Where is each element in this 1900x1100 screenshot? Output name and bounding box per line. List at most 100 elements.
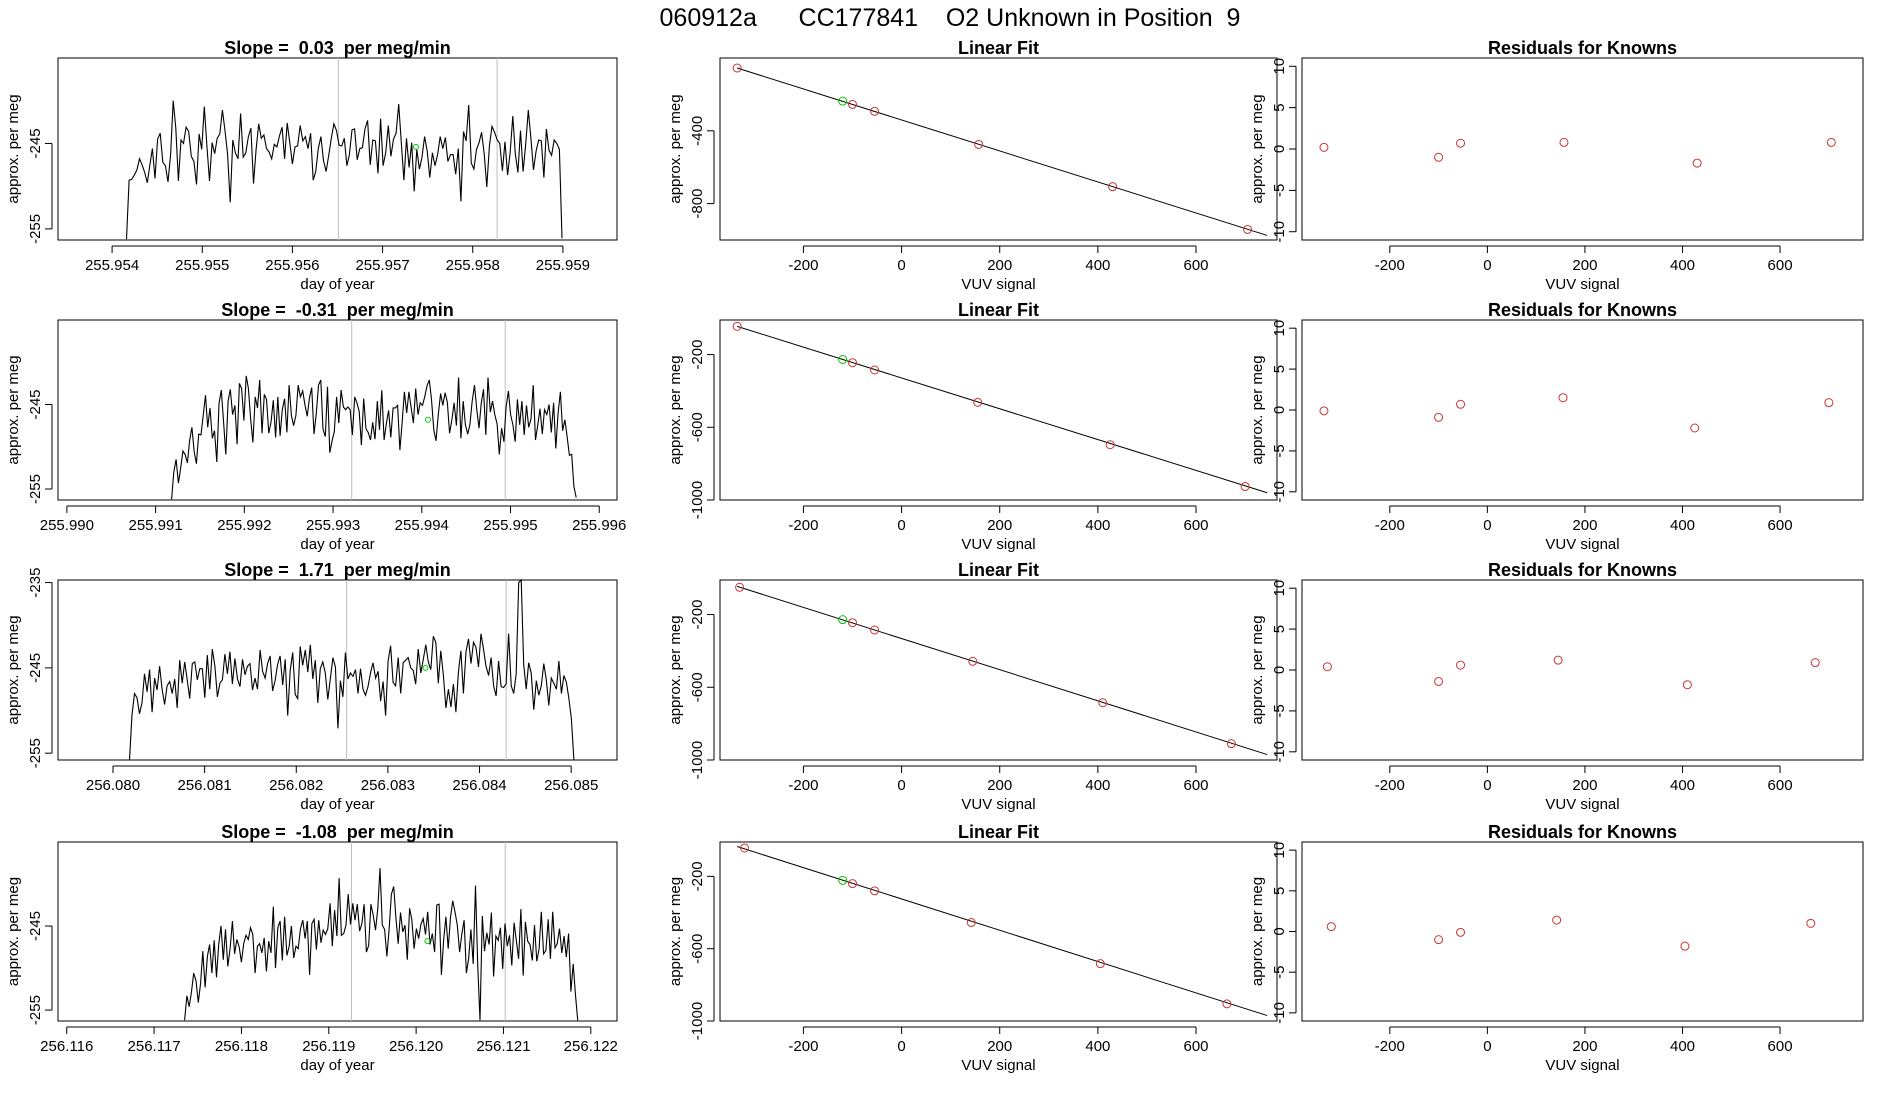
- resid-r1-residual-point: [1559, 137, 1569, 147]
- series-r3-x-tick-label: 256.084: [452, 777, 506, 794]
- resid-r3-x-tick-label: 600: [1768, 777, 1793, 794]
- resid-r3-x-tick-label: -200: [1375, 777, 1405, 794]
- fit-r2-unknown-point: [838, 354, 848, 364]
- resid-r4-x-tick-label: 400: [1670, 1038, 1695, 1055]
- fit-r4-x-axis-label: VUV signal: [961, 1057, 1035, 1074]
- resid-r2-x-tick-label: 600: [1768, 517, 1793, 534]
- fit-r4-y-tick-label: -1000: [689, 1002, 706, 1040]
- fit-r1-title: Linear Fit: [958, 38, 1039, 58]
- fit-r4-x-tick-label: 200: [987, 1038, 1012, 1055]
- series-r1-frame: [57, 57, 618, 241]
- fit-r2-y-tick-label: -200: [689, 340, 706, 370]
- series-r1-title: Slope = 0.03 per meg/min: [224, 38, 451, 58]
- series-r2-y-tick-label: -245: [27, 389, 44, 419]
- fit-r3-known-point: [735, 582, 745, 592]
- resid-r4-y-tick-label: -10: [1271, 1002, 1288, 1024]
- resid-r3-y-tick-label: 5: [1271, 625, 1288, 633]
- series-r1-y-tick-label: -255: [27, 214, 44, 244]
- fit-r4-y-tick-label: -600: [689, 934, 706, 964]
- resid-r3-residual-point: [1322, 662, 1332, 672]
- fit-r2-fit-line: [737, 325, 1268, 494]
- series-r1-x-tick-label: 255.954: [85, 257, 139, 274]
- resid-r1-y-tick-label: 0: [1271, 145, 1288, 153]
- resid-r3-x-tick-label: 200: [1572, 777, 1597, 794]
- resid-r2-frame: [1301, 319, 1864, 501]
- series-r4-series-line: [184, 868, 579, 1021]
- resid-r3-y-tick-label: -10: [1271, 741, 1288, 763]
- resid-r1-residual-point: [1692, 158, 1702, 168]
- series-r4-x-tick-label: 256.118: [215, 1038, 268, 1055]
- resid-r4-residual-point: [1326, 922, 1336, 932]
- fit-r3-known-point: [1226, 739, 1236, 749]
- series-r1-y-axis-label: approx. per meg: [5, 94, 22, 203]
- resid-r1-residual-point: [1826, 137, 1836, 147]
- resid-r2-y-tick-label: -5: [1271, 444, 1288, 457]
- resid-r3-residual-point: [1434, 676, 1444, 686]
- series-r3-y-tick-label: -235: [27, 568, 44, 598]
- series-r2-y-axis-label: approx. per meg: [5, 355, 22, 464]
- resid-r3-x-tick-label: 400: [1670, 777, 1695, 794]
- series-r3-x-tick-label: 256.082: [269, 777, 323, 794]
- resid-r2-residual-point: [1434, 412, 1444, 422]
- fit-r3-x-tick-label: 400: [1085, 777, 1110, 794]
- series-r1-unknown-point: [412, 143, 419, 150]
- series-r4-x-tick-label: 256.122: [564, 1038, 618, 1055]
- series-r4-x-tick-label: 256.119: [302, 1038, 355, 1055]
- resid-r3-frame: [1301, 579, 1864, 761]
- series-r4-y-tick-label: -245: [27, 911, 44, 941]
- fit-r2-known-point: [848, 358, 858, 368]
- series-r4-title: Slope = -1.08 per meg/min: [221, 822, 454, 842]
- series-r4-x-axis-label: day of year: [300, 1057, 374, 1074]
- fit-r4-y-axis-label: approx. per meg: [667, 877, 684, 986]
- resid-r4-x-axis-label: VUV signal: [1545, 1057, 1619, 1074]
- series-r2-x-tick-label: 255.992: [217, 517, 271, 534]
- resid-r2-x-tick-label: 400: [1670, 517, 1695, 534]
- resid-r4-frame: [1301, 841, 1864, 1022]
- series-r4-x-tick-label: 256.116: [40, 1038, 93, 1055]
- fit-r2-known-point: [1105, 440, 1115, 450]
- fit-r2-known-point: [973, 397, 983, 407]
- series-r3-unknown-point: [422, 664, 429, 671]
- fit-r2-x-tick-label: -200: [788, 517, 818, 534]
- series-r1-y-tick-label: -245: [27, 128, 44, 158]
- resid-r4-x-tick-label: 600: [1768, 1038, 1793, 1055]
- series-r2-frame: [57, 319, 618, 501]
- fit-r2-frame: [719, 319, 1278, 501]
- resid-r1-x-tick-label: 200: [1572, 257, 1597, 274]
- resid-r1-y-tick-label: -5: [1271, 184, 1288, 197]
- fit-r3-title: Linear Fit: [958, 560, 1039, 580]
- fit-r3-y-tick-label: -600: [689, 672, 706, 702]
- fit-r2-title: Linear Fit: [958, 300, 1039, 320]
- resid-r4-y-tick-label: 10: [1271, 842, 1288, 859]
- fit-r3-known-point: [870, 625, 880, 635]
- resid-r3-residual-point: [1456, 660, 1466, 670]
- series-r1-x-tick-label: 255.956: [265, 257, 319, 274]
- fit-r3-fit-line: [737, 585, 1268, 756]
- fit-r1-known-point: [1243, 224, 1253, 234]
- fit-r1-x-tick-label: 0: [897, 257, 905, 274]
- series-r4-x-tick-label: 256.121: [476, 1038, 530, 1055]
- resid-r2-y-axis-label: approx. per meg: [1249, 355, 1266, 464]
- fit-r3-y-tick-label: -200: [689, 600, 706, 630]
- series-r3-x-axis-label: day of year: [300, 796, 374, 813]
- series-r2-x-axis-label: day of year: [300, 536, 374, 553]
- fit-r4-y-tick-label: -200: [689, 861, 706, 891]
- series-r2-series-line: [171, 375, 577, 500]
- fit-r3-x-tick-label: -200: [788, 777, 818, 794]
- fit-r3-y-tick-label: -1000: [689, 741, 706, 779]
- fit-r1-y-tick-label: -400: [689, 116, 706, 146]
- resid-r2-x-tick-label: 0: [1483, 517, 1491, 534]
- resid-r3-x-axis-label: VUV signal: [1545, 796, 1619, 813]
- fit-r1-known-point: [1108, 182, 1118, 192]
- resid-r3-residual-point: [1810, 658, 1820, 668]
- resid-r1-residual-point: [1456, 138, 1466, 148]
- series-r1-x-tick-label: 255.957: [355, 257, 409, 274]
- fit-r4-known-point: [848, 879, 858, 889]
- fit-r1-x-tick-label: 600: [1184, 257, 1209, 274]
- fit-r1-known-point: [848, 99, 858, 109]
- resid-r4-residual-point: [1680, 941, 1690, 951]
- resid-r3-y-tick-label: -5: [1271, 704, 1288, 717]
- resid-r2-residual-point: [1824, 398, 1834, 408]
- fit-r1-fit-line: [737, 67, 1268, 236]
- series-r3-x-tick-label: 256.080: [86, 777, 140, 794]
